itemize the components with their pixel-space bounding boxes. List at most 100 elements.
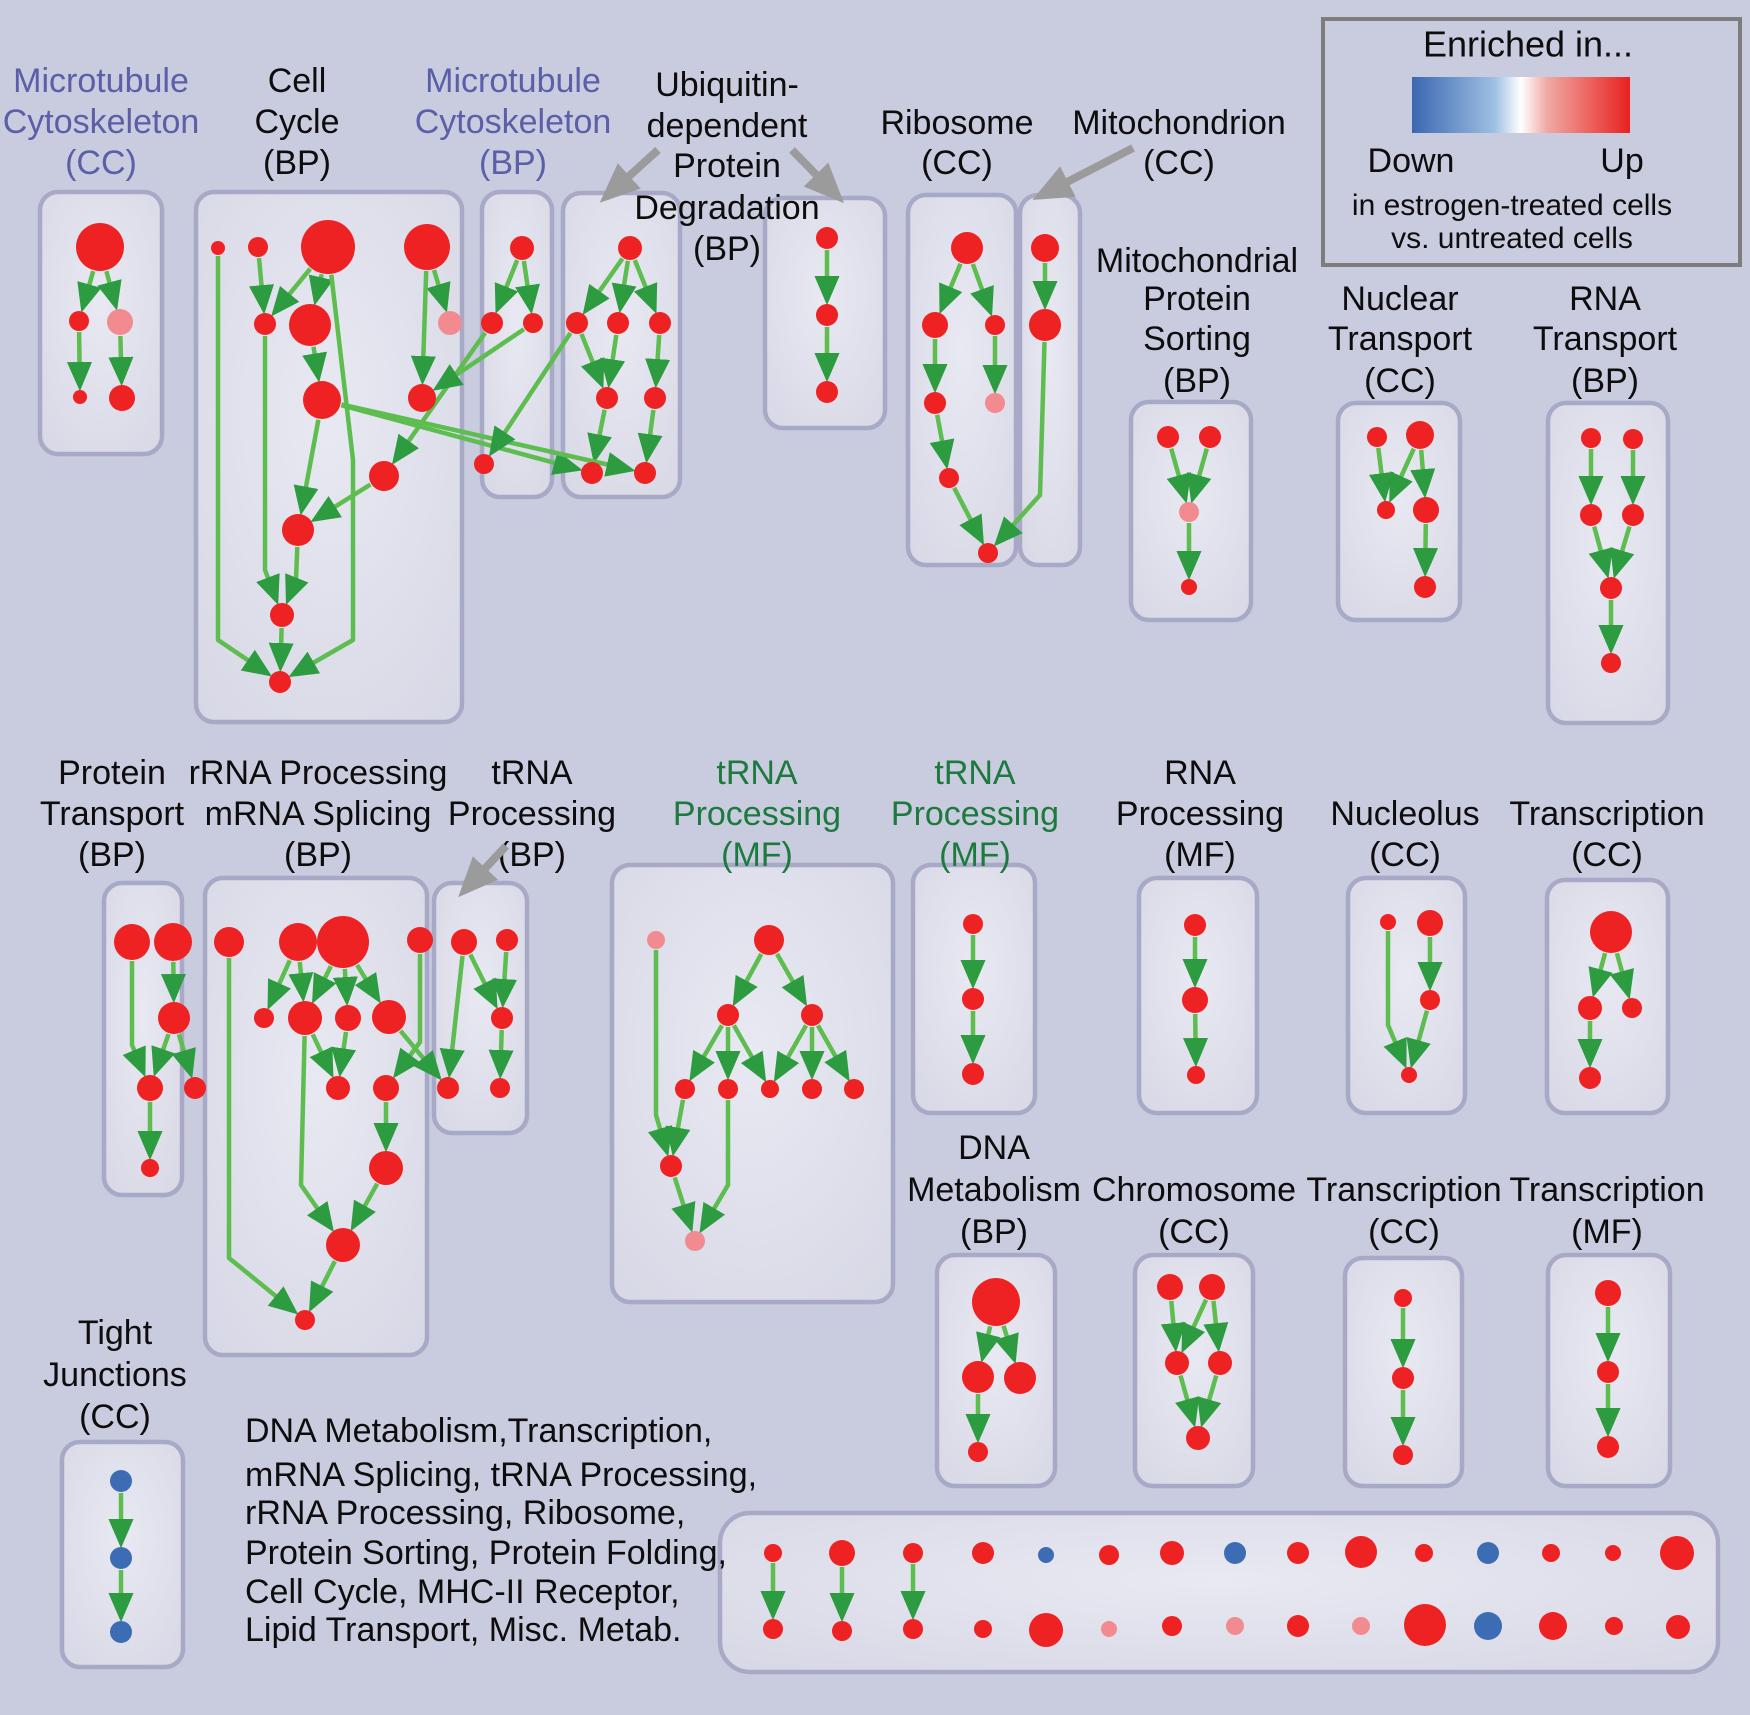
node: [114, 924, 150, 960]
edge: [815, 1024, 850, 1082]
node: [69, 311, 89, 331]
edge: [311, 965, 337, 1004]
group-nodes-cell-cycle-bp: [211, 220, 462, 693]
node: [1199, 1274, 1225, 1300]
cross-edge: [341, 402, 636, 477]
node: [214, 927, 244, 957]
edge: [491, 951, 517, 1009]
edge: [350, 1182, 380, 1232]
group-label-line: (CC): [1143, 144, 1215, 182]
group-nodes-nuclear-transport-cc: [1367, 421, 1439, 598]
node: [335, 1005, 361, 1031]
group-edges-ribosome-cc: [922, 262, 1008, 546]
group-edges-microtubule-cytoskeleton-bp: [494, 259, 540, 315]
node: [754, 925, 784, 955]
group-label-transcription-cc-row3: Transcription (CC): [1306, 1171, 1501, 1251]
node: [490, 1078, 510, 1098]
edge: [970, 263, 994, 317]
node: [510, 236, 534, 260]
node: [1179, 502, 1199, 522]
edge: [632, 259, 658, 314]
edge: [285, 546, 309, 606]
edge: [1610, 525, 1635, 579]
node: [158, 1002, 190, 1034]
group-label-line: Cytoskeleton: [415, 103, 612, 141]
edge: [494, 259, 520, 314]
group-nodes-trna-processing-mf-small: [962, 914, 984, 1085]
group-label-line: (CC): [79, 1398, 151, 1436]
node: [279, 923, 317, 961]
group-label-tight-junctions-cc: Tight Junctions (CC): [43, 1314, 187, 1436]
node: [607, 312, 629, 334]
group-label-line: mRNA Splicing: [205, 795, 432, 833]
group-label-line: Degradation: [634, 189, 819, 227]
edge: [288, 274, 356, 678]
group-label-line: Processing: [891, 795, 1059, 833]
edge: [426, 269, 451, 313]
node: [326, 1076, 350, 1100]
edge: [994, 1325, 1019, 1364]
group-label-line: Mitochondrial: [1096, 242, 1298, 280]
group-label-line: (CC): [1368, 1213, 1440, 1251]
group-label-line: Transport: [40, 795, 185, 833]
group-label-nucleolus-cc: Nucleolus(CC): [1330, 795, 1479, 874]
node: [73, 390, 87, 404]
node: [566, 312, 588, 334]
edge: [288, 961, 314, 1003]
node: [972, 1542, 994, 1564]
group-label-line: (BP): [78, 836, 146, 874]
node: [1186, 1426, 1210, 1450]
node: [1477, 1542, 1499, 1564]
edge: [1197, 1374, 1222, 1428]
node: [288, 1001, 322, 1035]
edge: [488, 1029, 514, 1080]
node: [491, 1007, 513, 1029]
edge: [952, 486, 984, 546]
group-label-line: tRNA: [934, 754, 1016, 792]
node: [1597, 1436, 1619, 1458]
node: [1184, 914, 1206, 936]
node: [1004, 1362, 1036, 1394]
group-label-line: (CC): [1369, 836, 1441, 874]
group-box-misc-cluster-strip: [717, 1510, 1721, 1675]
node: [109, 385, 135, 411]
group-label-line: (BP): [1163, 362, 1231, 400]
cross-edge: [432, 327, 526, 391]
node: [248, 237, 268, 257]
node: [1165, 1351, 1189, 1375]
group-label-line: (CC): [1571, 836, 1643, 874]
note-line: Cell Cycle, MHC-II Receptor,: [245, 1573, 680, 1611]
legend-context-line: vs. untreated cells: [1391, 222, 1633, 255]
node: [301, 220, 355, 274]
node: [107, 309, 133, 335]
group-edges-nucleolus-cc: [1383, 931, 1443, 1069]
group-label-line: (CC): [1158, 1213, 1230, 1251]
edge: [1588, 952, 1613, 998]
node: [317, 916, 369, 968]
edge: [665, 1099, 691, 1157]
legend-down-label: Down: [1368, 142, 1455, 180]
node: [1199, 426, 1221, 448]
node: [1581, 428, 1601, 448]
edge: [939, 262, 963, 315]
node: [581, 462, 603, 484]
group-edges-rna-transport-bp: [1578, 449, 1646, 655]
node: [326, 1228, 360, 1262]
group-label-line: Junctions: [43, 1356, 187, 1394]
edge: [308, 273, 334, 306]
edge: [637, 409, 663, 464]
edge: [215, 256, 272, 677]
node: [1539, 1612, 1567, 1640]
node: [1377, 501, 1395, 519]
group-label-line: Ribosome: [880, 104, 1033, 142]
node: [816, 304, 838, 326]
edge: [671, 1176, 696, 1233]
group-label-line: (MF): [1571, 1213, 1643, 1251]
group-label-line: Cycle: [254, 103, 339, 141]
node: [373, 1075, 399, 1101]
